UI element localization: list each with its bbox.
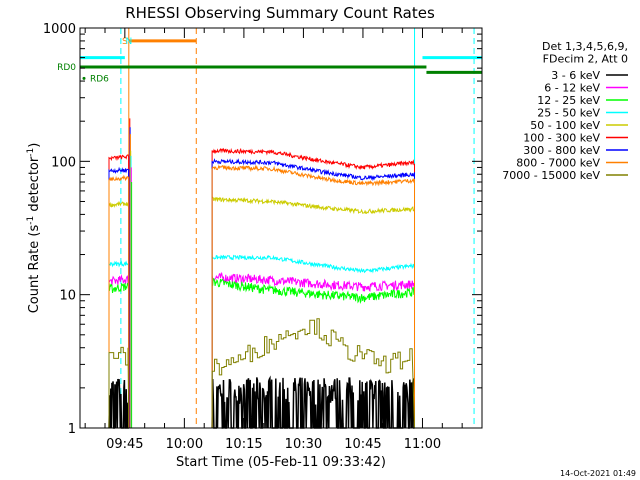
plot-area: RD0 RD6 SN [57, 28, 482, 429]
series-line [211, 271, 415, 428]
legend-label: 3 - 6 keV [551, 69, 600, 82]
series-line [108, 346, 130, 429]
y-axis-label-part: -1 [26, 148, 36, 157]
series-line [108, 166, 130, 429]
y-axis: 1 10 100 1000 [43, 22, 482, 437]
legend: Det 1,3,4,5,6,9,FDecim 2, Att 0 3 - 6 keV… [502, 40, 628, 182]
legend-label: 7000 - 15000 keV [502, 169, 600, 182]
x-tick-label: 10:30 [285, 437, 322, 452]
flag-letter: S [122, 37, 128, 47]
legend-label: 800 - 7000 keV [516, 157, 600, 170]
x-tick-label: 10:45 [344, 437, 381, 452]
plot-frame [79, 27, 483, 429]
series-line [211, 147, 415, 428]
x-tick-label: 10:15 [225, 437, 262, 452]
series-line [211, 158, 415, 428]
y-tick-label: 10 [59, 289, 76, 304]
y-tick-label: 100 [51, 155, 76, 170]
y-axis-label-part: Count Rate (s [27, 225, 42, 314]
footer-timestamp: 14-Oct-2021 01:49 [560, 469, 636, 478]
legend-label: 6 - 12 keV [544, 82, 600, 95]
legend-header: FDecim 2, Att 0 [543, 53, 628, 66]
series-line [211, 196, 415, 428]
flag-bar-label: RD0 [57, 63, 76, 73]
series-line [108, 260, 130, 429]
flag-letter: N [125, 37, 132, 47]
y-tick-label: 1000 [43, 22, 76, 37]
y-axis-label: Count Rate (s-1 detector-1) [26, 143, 42, 314]
series-line [108, 154, 130, 429]
series-line [211, 318, 415, 429]
y-axis-label-part: -1 [26, 216, 36, 225]
series-line [211, 164, 415, 428]
x-tick-label: 11:00 [404, 437, 441, 452]
y-tick-label: 1 [68, 422, 76, 437]
series-line [108, 174, 130, 429]
legend-header: Det 1,3,4,5,6,9, [542, 40, 628, 53]
rd6-marker [82, 76, 86, 80]
series-line [211, 278, 415, 428]
x-tick-label: 09:45 [106, 437, 143, 452]
series-line [108, 200, 130, 429]
legend-label: 25 - 50 keV [537, 107, 600, 120]
legend-label: 100 - 300 keV [523, 132, 600, 145]
legend-label: 50 - 100 keV [530, 119, 600, 132]
series-line [108, 282, 130, 429]
series-line [108, 378, 130, 429]
y-axis-label-part: ) [27, 143, 42, 148]
series-line [211, 254, 415, 428]
legend-label: 300 - 800 keV [523, 144, 600, 157]
legend-label: 12 - 25 keV [537, 94, 600, 107]
x-axis-label: Start Time (05-Feb-11 09:33:42) [176, 455, 386, 470]
series-line [211, 375, 415, 429]
x-axis: 09:45 10:00 10:15 10:30 10:45 11:00 [84, 28, 483, 452]
y-axis-label-part: detector [27, 156, 42, 216]
x-tick-label: 10:00 [166, 437, 203, 452]
flag-bar-label: RD6 [90, 74, 109, 84]
chart-title: RHESSI Observing Summary Count Rates [125, 4, 435, 22]
